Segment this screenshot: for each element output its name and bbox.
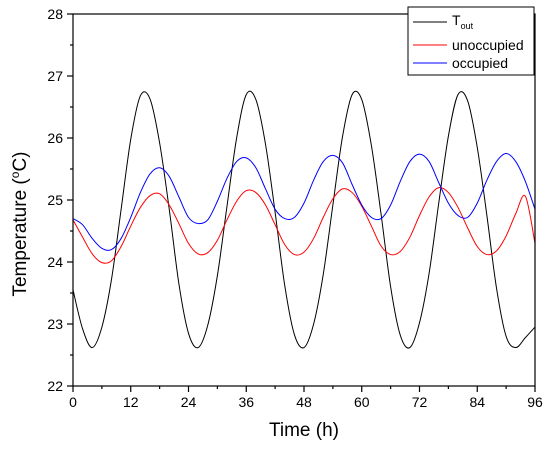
y-tick-label: 26 <box>47 130 63 146</box>
y-tick-label: 25 <box>47 192 63 208</box>
y-tick-label: 22 <box>47 378 63 394</box>
x-axis-title: Time (h) <box>269 420 339 441</box>
legend-label-unoccupied: unoccupied <box>452 37 524 53</box>
x-tick-label: 24 <box>181 394 197 410</box>
y-axis-title-unit: C) <box>10 151 31 171</box>
legend-label-tout: Tout <box>452 12 474 31</box>
x-axis-ticks: 0 12 24 36 48 60 72 84 96 <box>69 386 543 410</box>
y-tick-label: 27 <box>47 68 63 84</box>
series-line-unoccupied <box>72 186 536 264</box>
legend-label-tout-sub: out <box>461 21 474 31</box>
y-axis-title-sup: o <box>8 171 22 178</box>
x-tick-label: 72 <box>412 394 428 410</box>
x-tick-label: 36 <box>238 394 254 410</box>
x-tick-label: 12 <box>123 394 139 410</box>
legend-label-tout-main: T <box>452 12 461 28</box>
x-tick-label: 0 <box>69 394 77 410</box>
series-line-occupied <box>72 152 536 251</box>
y-tick-label: 28 <box>47 6 63 22</box>
series-line-tout <box>72 90 536 349</box>
y-axis-title: Temperature (oC) <box>8 151 31 296</box>
x-tick-label: 84 <box>469 394 485 410</box>
x-tick-label: 60 <box>354 394 370 410</box>
series-lines <box>72 90 536 349</box>
y-tick-label: 23 <box>47 316 63 332</box>
y-axis-ticks: 22 23 24 25 26 27 28 <box>47 6 73 394</box>
x-tick-label: 96 <box>527 394 543 410</box>
legend-label-occupied: occupied <box>452 55 508 71</box>
y-axis-title-main: Temperature ( <box>10 178 31 297</box>
legend: Tout unoccupied occupied <box>407 6 535 76</box>
legend-box <box>407 6 535 76</box>
y-tick-label: 24 <box>47 254 63 270</box>
x-tick-label: 48 <box>296 394 312 410</box>
